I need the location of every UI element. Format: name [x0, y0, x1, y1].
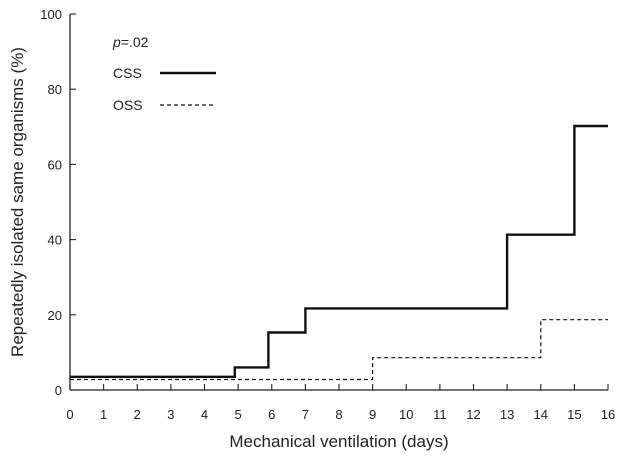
- legend-label-css: CSS: [113, 65, 142, 81]
- p-symbol: p: [112, 34, 121, 50]
- y-tick-label: 100: [40, 7, 62, 22]
- y-tick-label: 0: [55, 383, 62, 398]
- p-value-annotation: p=.02: [112, 34, 149, 50]
- y-axis-title: Repeatedly isolated same organisms (%): [8, 47, 27, 357]
- x-tick-label: 12: [466, 407, 480, 422]
- x-tick-label: 5: [235, 407, 242, 422]
- x-tick-label: 14: [534, 407, 548, 422]
- x-tick-label: 8: [335, 407, 342, 422]
- series-line-css: [70, 124, 608, 378]
- y-axis-title-group: Repeatedly isolated same organisms (%): [8, 47, 27, 357]
- series-line-oss: [70, 319, 608, 381]
- x-tick-label: 11: [433, 407, 447, 422]
- x-tick-label: 4: [201, 407, 208, 422]
- x-tick-label: 1: [100, 407, 107, 422]
- x-tick-label: 2: [134, 407, 141, 422]
- y-tick-label: 40: [48, 233, 62, 248]
- legend-label-oss: OSS: [113, 97, 143, 113]
- x-tick-label: 7: [302, 407, 309, 422]
- x-tick-label: 6: [268, 407, 275, 422]
- x-axis-title: Mechanical ventilation (days): [229, 432, 448, 451]
- x-tick-label: 16: [601, 407, 615, 422]
- x-tick-label: 9: [369, 407, 376, 422]
- x-tick-label: 10: [399, 407, 413, 422]
- series-layer: [70, 124, 608, 381]
- p-value: =.02: [121, 34, 149, 50]
- x-tick-label: 13: [500, 407, 514, 422]
- y-tick-label: 80: [48, 82, 62, 97]
- legend: p=.02 CSS OSS: [112, 34, 216, 113]
- y-tick-label: 60: [48, 157, 62, 172]
- x-tick-label: 15: [567, 407, 581, 422]
- x-tick-label: 0: [66, 407, 73, 422]
- y-tick-label: 20: [48, 308, 62, 323]
- x-tick-label: 3: [167, 407, 174, 422]
